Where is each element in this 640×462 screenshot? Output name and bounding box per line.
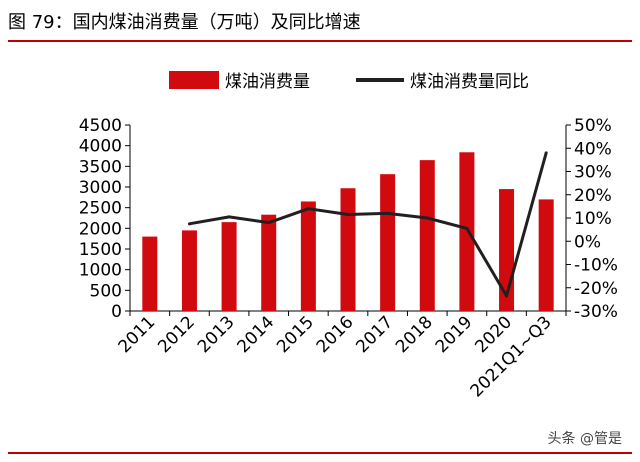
bar — [221, 222, 237, 311]
legend-bar-swatch — [169, 71, 219, 89]
bar — [538, 199, 554, 311]
yoy-point — [227, 215, 231, 219]
right-tick-label: 50% — [574, 116, 612, 136]
right-tick-label: 40% — [574, 139, 612, 159]
left-tick-label: 3500 — [79, 157, 122, 177]
left-tick-label: 4000 — [79, 137, 122, 157]
left-tick-label: 0 — [111, 302, 122, 322]
line-series — [187, 151, 548, 298]
legend: 煤油消费量 煤油消费量同比 — [169, 71, 529, 92]
yoy-point — [505, 294, 509, 298]
left-tick-label: 1000 — [79, 261, 122, 281]
bar — [142, 236, 158, 311]
yoy-point — [544, 151, 548, 155]
yoy-line — [189, 152, 548, 298]
bar — [261, 214, 277, 311]
yoy-point — [267, 221, 271, 225]
bar — [340, 188, 356, 311]
bar — [181, 230, 197, 311]
right-tick-label: 30% — [574, 163, 612, 183]
x-tick-label: 2014 — [234, 312, 279, 357]
x-tick-label: 2019 — [432, 312, 477, 357]
yoy-point — [346, 213, 350, 217]
bar-series — [142, 152, 554, 311]
bar — [300, 201, 316, 311]
yoy-point — [187, 222, 191, 226]
left-tick-label: 2000 — [79, 219, 122, 239]
bar — [459, 152, 475, 311]
x-tick-label: 2017 — [352, 312, 397, 357]
source-watermark: 头条 @管是 — [547, 431, 622, 447]
x-tick-label: 2015 — [273, 312, 318, 357]
left-tick-label: 4500 — [79, 116, 122, 136]
yoy-point — [465, 226, 469, 230]
right-tick-label: 10% — [574, 209, 612, 229]
x-tick-label: 2013 — [194, 312, 239, 357]
x-tick-label: 2012 — [154, 312, 199, 357]
figure-title: 图 79：国内煤油消费量（万吨）及同比增速 — [8, 12, 361, 33]
legend-bar-label: 煤油消费量 — [225, 72, 310, 92]
title-divider — [8, 40, 632, 42]
right-tick-label: -20% — [574, 279, 618, 299]
right-tick-label: -30% — [574, 302, 618, 322]
yoy-point — [306, 207, 310, 211]
right-tick-label: 0% — [574, 232, 601, 252]
x-tick-label: 2018 — [392, 312, 437, 357]
yoy-point — [425, 216, 429, 220]
right-tick-label: 20% — [574, 186, 612, 206]
legend-line-label: 煤油消费量同比 — [410, 72, 529, 92]
right-tick-label: -10% — [574, 256, 618, 276]
yoy-point — [386, 211, 390, 215]
left-tick-label: 1500 — [79, 240, 122, 260]
left-tick-label: 500 — [90, 281, 122, 301]
left-tick-label: 2500 — [79, 199, 122, 219]
bar — [419, 160, 435, 311]
left-tick-label: 3000 — [79, 178, 122, 198]
bottom-divider — [8, 452, 632, 454]
bar — [380, 174, 396, 311]
x-tick-label: 2016 — [313, 312, 358, 357]
